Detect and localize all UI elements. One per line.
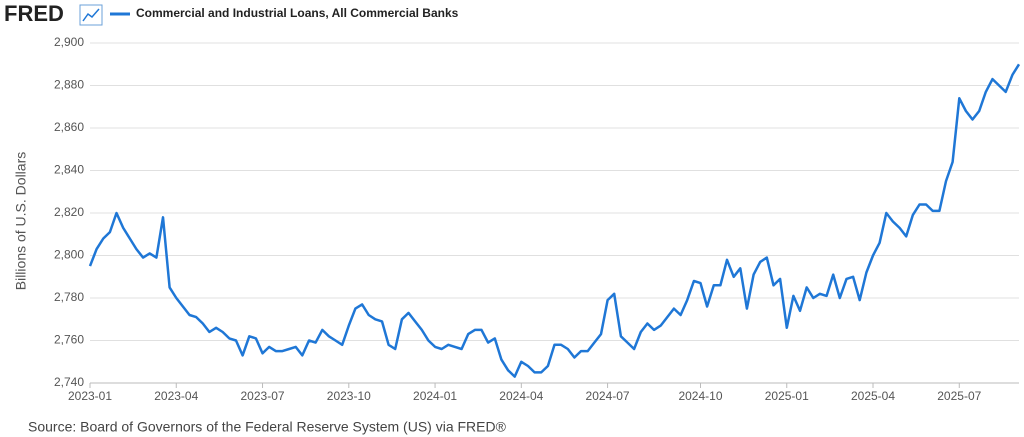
- x-tick-label: 2024-01: [413, 389, 457, 403]
- y-tick-label: 2,740: [54, 375, 84, 389]
- y-tick-label: 2,800: [54, 248, 84, 262]
- x-tick-label: 2024-04: [499, 389, 543, 403]
- x-tick-label: 2023-10: [327, 389, 371, 403]
- y-tick-label: 2,780: [54, 290, 84, 304]
- x-tick-label: 2025-07: [937, 389, 981, 403]
- y-tick-label: 2,900: [54, 35, 84, 49]
- x-tick-label: 2024-07: [586, 389, 630, 403]
- y-tick-label: 2,760: [54, 333, 84, 347]
- y-tick-label: 2,880: [54, 78, 84, 92]
- x-tick-label: 2023-04: [154, 389, 198, 403]
- y-tick-label: 2,840: [54, 163, 84, 177]
- x-tick-label: 2024-10: [678, 389, 722, 403]
- legend-label: Commercial and Industrial Loans, All Com…: [136, 6, 459, 20]
- y-tick-label: 2,860: [54, 120, 84, 134]
- x-tick-label: 2025-01: [765, 389, 809, 403]
- y-tick-label: 2,820: [54, 205, 84, 219]
- source: Source: Board of Governors of the Federa…: [28, 419, 507, 435]
- x-tick-label: 2023-07: [241, 389, 285, 403]
- data-line: [88, 63, 1021, 378]
- y-axis-title: Billions of U.S. Dollars: [13, 152, 29, 291]
- brand-icon: [79, 4, 103, 26]
- x-tick-label: 2025-04: [851, 389, 895, 403]
- x-tick-label: 2023-01: [68, 389, 112, 403]
- brand-logo: FRED: [4, 1, 64, 26]
